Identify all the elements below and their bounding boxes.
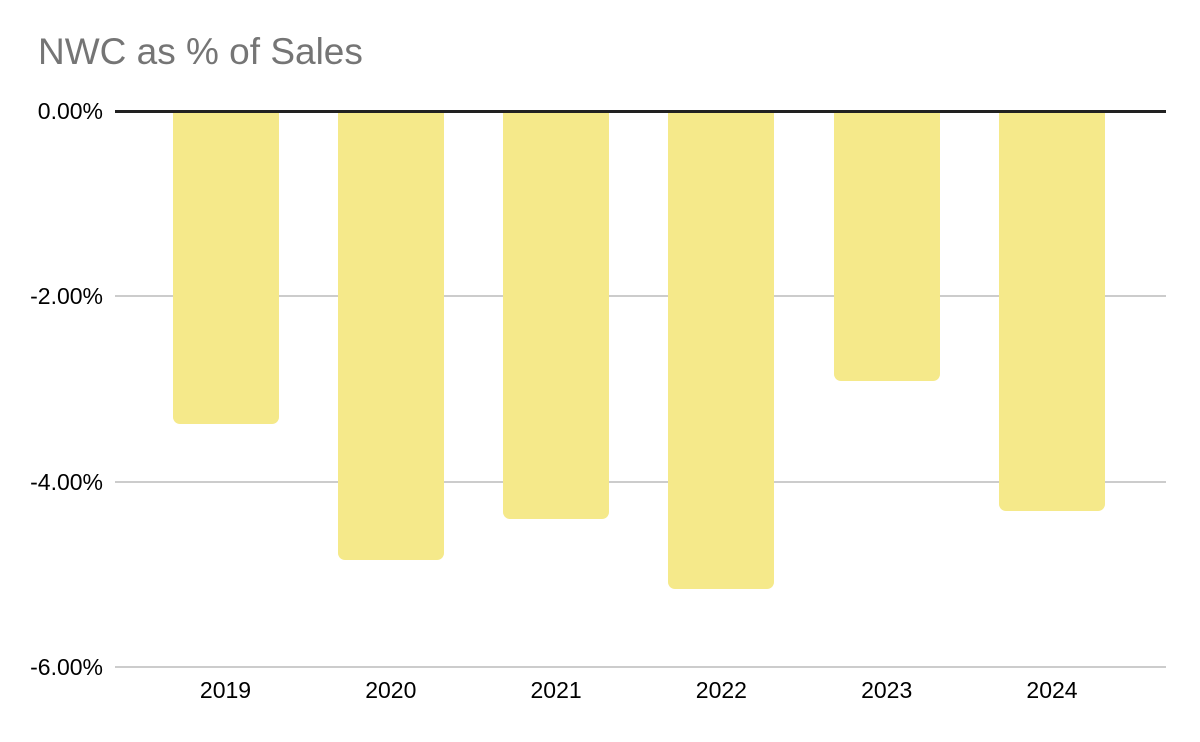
chart-title: NWC as % of Sales xyxy=(38,31,363,72)
bar-2021 xyxy=(503,111,610,519)
x-axis-tick-label-2020: 2020 xyxy=(365,677,417,703)
gridline xyxy=(115,666,1166,668)
x-axis-tick-label-2024: 2024 xyxy=(1026,677,1078,703)
x-axis-tick-label-2019: 2019 xyxy=(199,677,252,703)
zero-axis-line xyxy=(115,109,1166,113)
x-axis-tick-label-2021: 2021 xyxy=(530,677,582,703)
gridline xyxy=(115,295,1166,298)
x-axis-tick-label-2022: 2022 xyxy=(695,677,747,703)
y-axis-tick-label: 0.00% xyxy=(37,98,103,124)
y-axis-tick-label: -2.00% xyxy=(30,283,103,310)
y-axis-tick-label: -4.00% xyxy=(30,468,103,495)
bar-2022 xyxy=(668,111,775,590)
bar-2023 xyxy=(833,111,940,381)
bar-2020 xyxy=(337,111,444,560)
bar-2024 xyxy=(999,111,1105,512)
bar-2019 xyxy=(172,111,279,425)
gridline xyxy=(115,480,1166,483)
y-axis-tick-label: -6.00% xyxy=(30,654,103,680)
x-axis-tick-label-2023: 2023 xyxy=(861,677,913,703)
